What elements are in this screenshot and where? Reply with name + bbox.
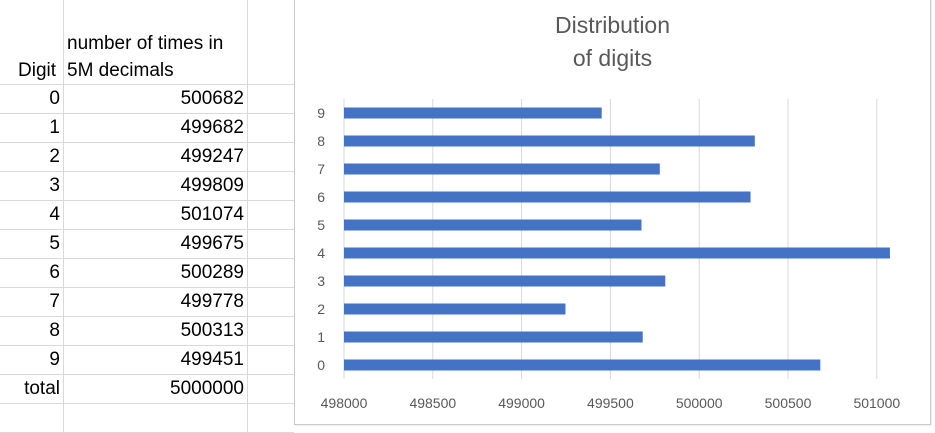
- bar-digit-9[interactable]: [344, 107, 602, 119]
- count-cell[interactable]: 499809: [180, 175, 244, 196]
- total-label[interactable]: total: [24, 378, 60, 399]
- y-tick-label: 2: [317, 301, 325, 317]
- y-tick-label: 3: [317, 273, 325, 289]
- digit-cell[interactable]: 8: [49, 320, 60, 341]
- digit-cell[interactable]: 5: [49, 233, 60, 254]
- y-tick-label: 1: [317, 329, 325, 345]
- bar-digit-4[interactable]: [344, 247, 890, 259]
- count-cell[interactable]: 499682: [180, 117, 244, 138]
- count-cell[interactable]: 500682: [180, 88, 244, 109]
- count-cell[interactable]: 501074: [180, 204, 244, 225]
- digit-cell[interactable]: 0: [49, 88, 60, 109]
- digit-cell[interactable]: 9: [49, 349, 60, 370]
- header-count-line2: 5M decimals: [67, 60, 174, 81]
- bar-digit-1[interactable]: [344, 331, 643, 343]
- header-count-line1: number of times in: [67, 33, 224, 54]
- y-tick-label: 9: [317, 105, 325, 121]
- bar-chart: 498000 498500 499000 499500 500000 500500 5010…: [317, 99, 900, 411]
- chart-title-line2: of digits: [572, 45, 653, 71]
- bar-digit-5[interactable]: [344, 219, 642, 231]
- x-tick-label: 500000: [676, 395, 723, 411]
- count-cell[interactable]: 499675: [180, 233, 244, 254]
- x-tick-label: 499500: [587, 395, 634, 411]
- chart-area[interactable]: Distribution of digits 498000 498500 49900…: [294, 0, 931, 425]
- count-cell[interactable]: 499247: [180, 146, 244, 167]
- y-tick-label: 6: [317, 189, 325, 205]
- x-tick-label: 500500: [765, 395, 812, 411]
- digit-cell[interactable]: 7: [49, 291, 60, 312]
- bar-digit-2[interactable]: [344, 303, 566, 315]
- header-digit: Digit: [18, 60, 57, 81]
- digit-cell[interactable]: 2: [49, 146, 60, 167]
- bar-digit-8[interactable]: [344, 135, 755, 147]
- x-tick-label: 499000: [498, 395, 545, 411]
- x-tick-label: 501000: [853, 395, 900, 411]
- chart-title-line1: Distribution: [554, 12, 671, 38]
- digit-cell[interactable]: 4: [49, 204, 60, 225]
- total-value[interactable]: 5000000: [170, 378, 244, 399]
- digit-cell[interactable]: 1: [49, 117, 60, 138]
- bar-digit-6[interactable]: [344, 191, 751, 203]
- count-cell[interactable]: 499451: [180, 349, 244, 370]
- y-tick-label: 4: [317, 245, 325, 261]
- count-cell[interactable]: 500313: [180, 320, 244, 341]
- bar-digit-7[interactable]: [344, 163, 660, 175]
- x-tick-label: 498000: [321, 395, 368, 411]
- y-tick-label: 7: [317, 161, 325, 177]
- digit-cell[interactable]: 6: [49, 262, 60, 283]
- bar-digit-3[interactable]: [344, 275, 666, 287]
- count-cell[interactable]: 499778: [180, 291, 244, 312]
- x-tick-label: 498500: [409, 395, 456, 411]
- count-cell[interactable]: 500289: [180, 262, 244, 283]
- y-tick-label: 0: [317, 357, 325, 373]
- y-tick-label: 8: [317, 133, 325, 149]
- bar-digit-0[interactable]: [344, 359, 821, 371]
- digit-cell[interactable]: 3: [49, 175, 60, 196]
- y-tick-label: 5: [317, 217, 325, 233]
